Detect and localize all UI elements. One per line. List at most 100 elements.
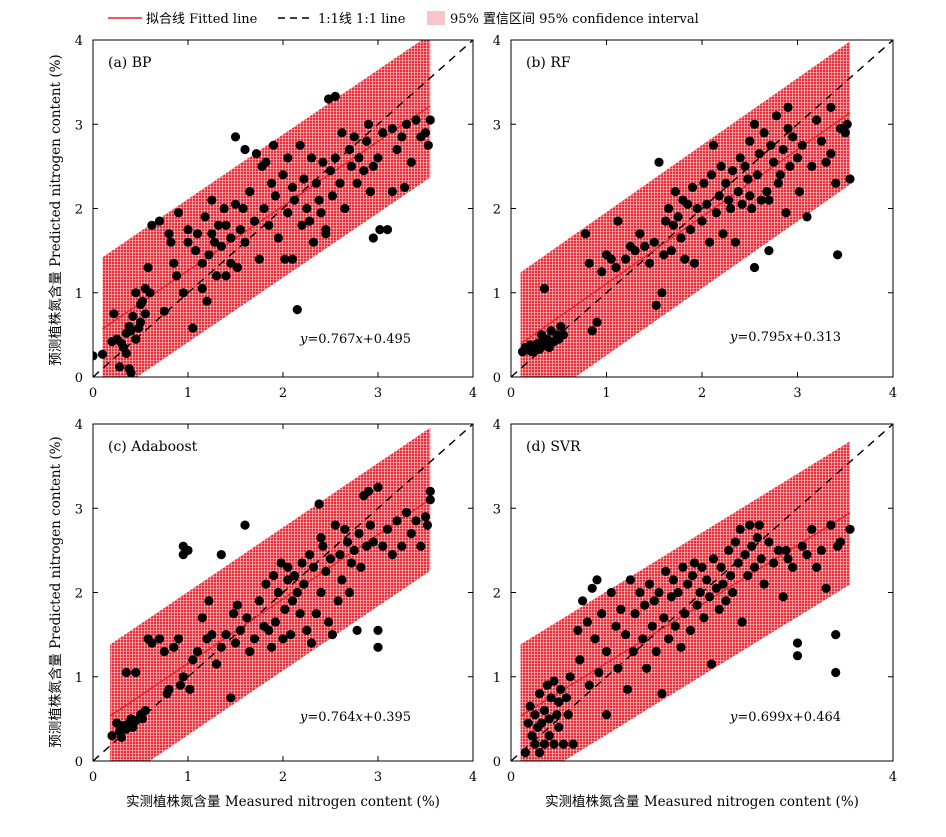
data-point — [337, 575, 347, 585]
data-point — [356, 562, 366, 572]
y-tick-label: 4 — [493, 418, 501, 433]
data-point — [664, 203, 674, 214]
data-point — [657, 288, 667, 298]
data-point — [216, 241, 226, 251]
data-point — [754, 520, 764, 530]
data-point — [354, 528, 364, 539]
data-point — [264, 220, 274, 230]
data-point — [628, 646, 638, 657]
data-point — [308, 237, 318, 247]
data-point — [664, 634, 674, 644]
data-point — [527, 731, 537, 741]
data-point — [676, 642, 686, 652]
data-point — [816, 136, 827, 146]
data-point — [297, 558, 307, 568]
data-point — [680, 609, 690, 619]
data-point — [831, 178, 841, 188]
data-point — [749, 262, 760, 273]
data-point — [280, 254, 290, 264]
data-point — [714, 604, 724, 615]
y-tick-label: 2 — [75, 203, 83, 218]
data-point — [286, 630, 296, 640]
equation-svr: y=0.699x+0.464 — [729, 710, 841, 725]
plot-area-rf — [511, 40, 893, 377]
data-point — [249, 634, 260, 644]
oneone-line-rf — [511, 40, 893, 377]
data-point — [773, 178, 784, 188]
x-tick-label: 4 — [469, 770, 477, 785]
data-point — [204, 596, 214, 606]
data-point — [276, 558, 286, 568]
data-point — [651, 300, 661, 310]
data-point — [330, 153, 340, 163]
data-point — [558, 739, 569, 749]
data-point — [762, 187, 772, 197]
data-point — [616, 604, 626, 615]
data-point — [425, 115, 435, 125]
data-point — [159, 306, 169, 316]
x-tick-label: 4 — [889, 770, 897, 785]
data-point — [166, 237, 176, 247]
data-point — [373, 625, 383, 636]
data-point — [344, 587, 355, 598]
data-point — [697, 562, 707, 572]
data-point — [544, 731, 554, 741]
data-point — [833, 250, 843, 260]
data-point — [116, 732, 127, 743]
equation-bp: y=0.767x+0.495 — [299, 332, 411, 347]
data-point — [773, 545, 784, 556]
data-point — [216, 550, 226, 560]
data-point — [597, 609, 607, 619]
data-point — [661, 216, 671, 226]
data-point — [178, 672, 188, 682]
data-point — [128, 311, 138, 321]
data-point — [121, 667, 131, 678]
data-point — [775, 170, 785, 180]
data-point — [306, 638, 317, 648]
data-point — [362, 136, 372, 146]
data-point — [335, 178, 345, 188]
data-point — [556, 321, 566, 331]
data-point — [792, 153, 803, 163]
data-point — [749, 562, 760, 572]
x-tick-label: 2 — [279, 770, 287, 785]
data-point — [625, 575, 636, 585]
data-point — [349, 132, 359, 142]
data-point — [807, 161, 817, 171]
data-point — [640, 600, 650, 610]
data-point — [346, 161, 356, 171]
data-point — [340, 524, 350, 534]
data-point — [287, 254, 298, 264]
data-point — [324, 617, 334, 627]
data-point — [812, 562, 822, 572]
data-point — [154, 216, 165, 226]
data-point — [375, 225, 385, 235]
data-point — [733, 558, 743, 568]
data-point — [587, 326, 597, 336]
equation-adaboost: y=0.764x+0.395 — [299, 710, 411, 725]
data-point — [283, 208, 293, 218]
data-point — [587, 583, 597, 593]
data-point — [242, 613, 252, 623]
y-tick-label: 4 — [75, 34, 83, 49]
data-point — [745, 191, 755, 201]
data-point — [749, 119, 760, 129]
y-tick-label: 3 — [75, 118, 83, 133]
data-point — [197, 283, 207, 294]
plot-area-adaboost — [93, 424, 473, 761]
data-point — [699, 178, 709, 188]
data-point — [268, 140, 279, 150]
data-point — [659, 250, 669, 260]
data-point — [699, 613, 709, 623]
data-point — [273, 233, 283, 243]
data-point — [183, 237, 193, 247]
data-point — [630, 246, 640, 256]
panel-title-adaboost: (c) Adaboost — [108, 439, 198, 455]
data-point — [826, 102, 836, 112]
data-point — [554, 722, 564, 732]
oneone-line-adaboost — [93, 424, 473, 761]
y-tick-label: 0 — [493, 371, 501, 386]
panel-bp: 0 1 2 3 4 0 1 2 3 4 (a) BP y=0.767x+0.495 — [75, 34, 477, 401]
data-point — [666, 246, 677, 256]
data-point — [188, 655, 198, 665]
